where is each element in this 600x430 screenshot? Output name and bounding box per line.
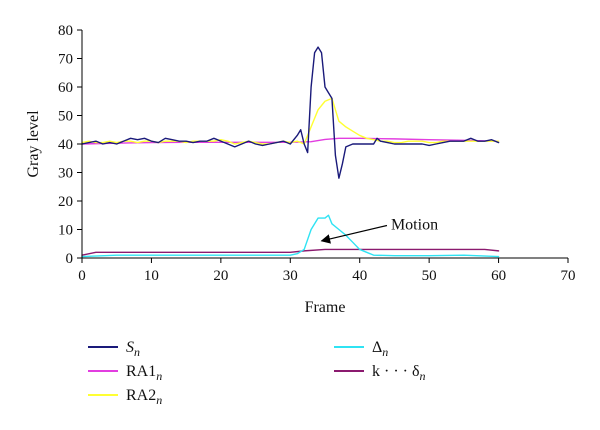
y-tick-label: 10	[58, 223, 73, 239]
legend: Sn RA1n RA2n Δn k · · · δn	[88, 339, 426, 407]
legend-label: RA1n	[126, 363, 162, 383]
x-tick-label: 40	[352, 268, 367, 284]
series-line-3	[81, 214, 500, 258]
y-axis-ticks: 0 10 20 30 40 50 60 70 80	[58, 23, 82, 267]
x-tick-label: 20	[213, 268, 228, 284]
legend-item: k · · · δn	[334, 363, 426, 383]
annotation-label: Motion	[391, 217, 438, 234]
x-tick-label: 30	[283, 268, 298, 284]
y-tick-label: 60	[58, 80, 73, 96]
legend-label: Sn	[126, 339, 140, 359]
x-tick-label: 70	[561, 268, 576, 284]
y-tick-label: 20	[58, 194, 73, 210]
x-axis-title: Frame	[305, 299, 346, 316]
annotation-arrow	[320, 224, 388, 244]
y-tick-label: 0	[66, 251, 74, 267]
y-tick-label: 70	[58, 52, 73, 68]
legend-item: RA2n	[88, 387, 162, 407]
series-line-0	[81, 46, 500, 179]
y-tick-label: 50	[58, 109, 73, 125]
series-line-2	[81, 97, 500, 145]
y-tick-label: 40	[58, 137, 73, 153]
y-axis-title: Gray level	[25, 110, 42, 178]
legend-label: k · · · δn	[372, 363, 426, 383]
series-line-1	[81, 137, 500, 145]
x-tick-label: 10	[144, 268, 159, 284]
series-line-4	[81, 248, 500, 256]
y-tick-label: 30	[58, 166, 73, 182]
legend-item: Δn	[334, 339, 388, 359]
legend-label: RA2n	[126, 387, 162, 407]
y-tick-label: 80	[58, 23, 73, 39]
legend-item: RA1n	[88, 363, 162, 383]
annotations: Motion	[320, 217, 438, 244]
x-tick-label: 0	[78, 268, 86, 284]
x-tick-label: 50	[422, 268, 437, 284]
x-axis-ticks: 0 10 20 30 40 50 60 70	[78, 258, 576, 284]
legend-label: Δn	[372, 339, 388, 359]
legend-item: Sn	[88, 339, 140, 359]
plot-area	[81, 46, 500, 258]
x-tick-label: 60	[491, 268, 506, 284]
